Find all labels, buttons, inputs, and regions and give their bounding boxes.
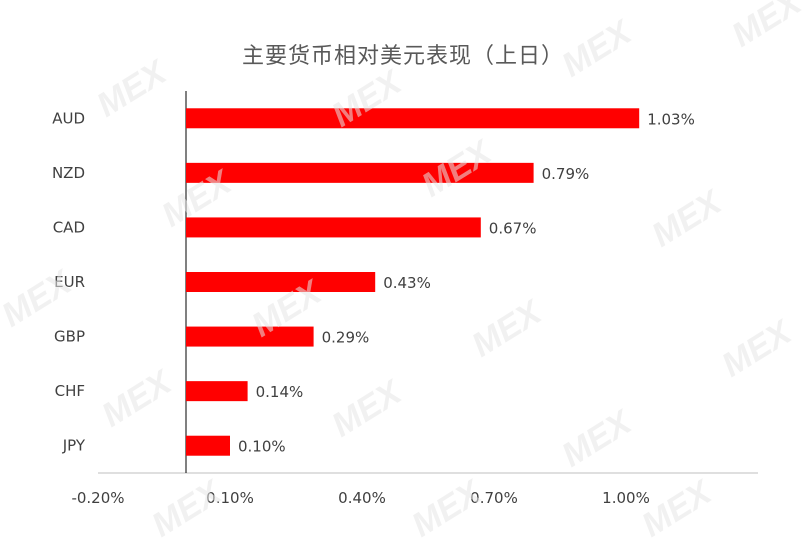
bar — [186, 162, 534, 183]
bar — [186, 272, 376, 292]
category-label: NZD — [52, 164, 85, 182]
category-label: CAD — [53, 218, 85, 236]
bar — [186, 217, 481, 238]
chart-title: 主要货币相对美元表现（上日） — [241, 44, 564, 69]
category-label: AUD — [52, 109, 85, 127]
x-tick-label: -0.20% — [71, 489, 124, 507]
x-tick-label: 0.70% — [470, 489, 518, 507]
category-label: EUR — [54, 273, 85, 291]
data-label: 0.79% — [542, 165, 590, 183]
data-label: 0.43% — [383, 274, 431, 292]
category-label: CHF — [55, 382, 85, 400]
data-label: 0.10% — [238, 438, 286, 456]
data-label: 0.67% — [489, 219, 537, 237]
data-label: 0.14% — [256, 383, 304, 401]
bar — [186, 435, 230, 456]
x-tick-label: 0.40% — [338, 489, 386, 507]
x-tick-label: 0.10% — [206, 489, 254, 507]
category-label: GBP — [54, 328, 85, 346]
data-label: 1.03% — [647, 110, 695, 128]
data-label: 0.29% — [322, 329, 370, 347]
category-label: JPY — [62, 437, 86, 455]
x-tick-label: 1.00% — [602, 489, 650, 507]
bar — [186, 381, 248, 402]
bar — [186, 108, 640, 129]
bar — [186, 326, 314, 347]
